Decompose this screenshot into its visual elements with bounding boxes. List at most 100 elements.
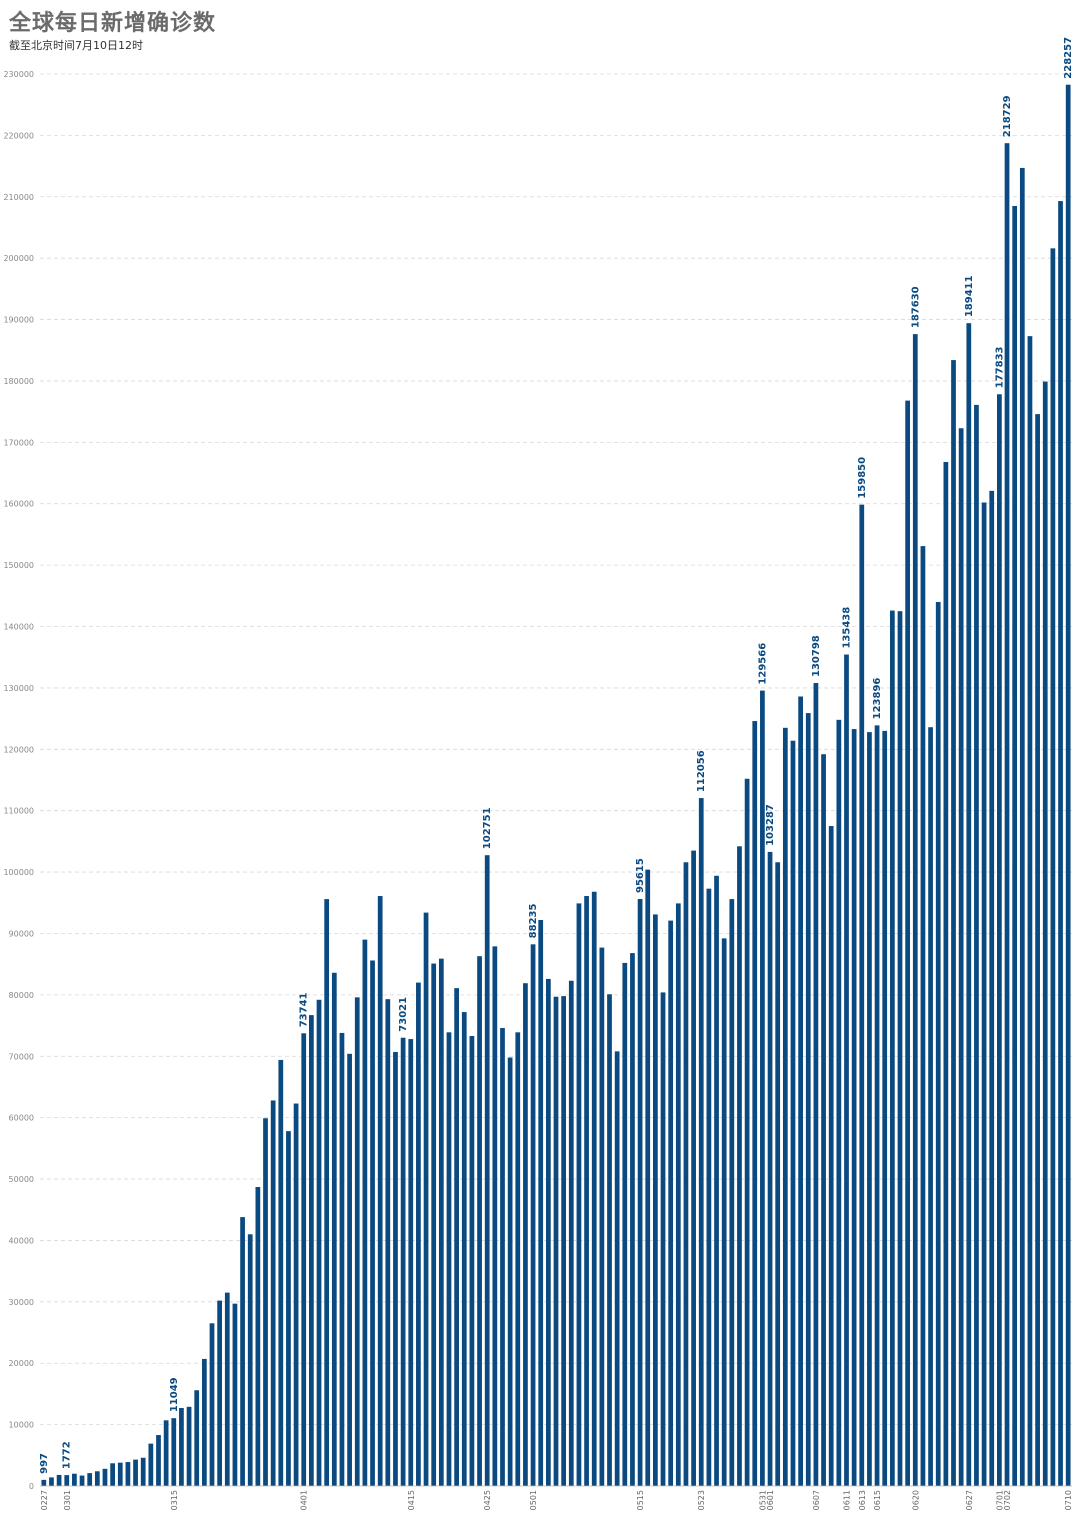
bar (538, 919, 544, 1486)
y-tick-label: 210000 (3, 193, 34, 202)
bar (760, 690, 765, 1486)
data-label: 112056 (696, 750, 707, 792)
bar (331, 972, 337, 1486)
bar (72, 1473, 77, 1486)
bar (974, 404, 979, 1486)
bar (1004, 143, 1010, 1487)
bar (859, 504, 865, 1486)
bar (782, 727, 788, 1486)
bar (767, 851, 773, 1486)
x-axis-ticks: 0227 0301 0315 0401 0415 0425 0501 0515 0523 0531… (40, 1490, 1073, 1510)
bar (752, 721, 758, 1486)
bar (286, 1131, 291, 1486)
y-tick-label: 120000 (3, 745, 34, 754)
y-tick-label: 110000 (3, 807, 34, 816)
bar (1019, 167, 1025, 1486)
bar (905, 400, 911, 1486)
x-tick-label: 0620 (911, 1490, 920, 1510)
x-tick-label: 0315 (170, 1490, 179, 1510)
bar (591, 891, 597, 1486)
x-tick-label: 0701 (995, 1490, 1004, 1510)
bar (301, 1033, 307, 1486)
bar (851, 729, 857, 1486)
bar (461, 1012, 467, 1486)
bar (553, 996, 559, 1486)
bar (958, 428, 964, 1487)
bar (49, 1477, 54, 1486)
bar (1050, 248, 1056, 1486)
bar (354, 997, 360, 1486)
bar (630, 953, 635, 1486)
bar (484, 855, 490, 1486)
bar (561, 996, 567, 1486)
y-tick-label: 130000 (3, 684, 34, 693)
x-tick-label: 0710 (1064, 1490, 1073, 1510)
bar (1042, 381, 1048, 1486)
x-tick-label: 0415 (407, 1490, 416, 1510)
bar (737, 846, 742, 1486)
bar (920, 546, 926, 1486)
bar (370, 960, 375, 1486)
data-label: 189411 (964, 275, 975, 317)
bar (599, 947, 605, 1486)
data-label: 187630 (910, 286, 921, 328)
bar (217, 1300, 223, 1486)
data-label: 1772 (62, 1441, 73, 1469)
bar (263, 1118, 268, 1486)
y-tick-label: 10000 (9, 1421, 34, 1430)
bar (790, 740, 796, 1486)
bar (1012, 205, 1018, 1486)
x-tick-label: 0425 (483, 1490, 492, 1510)
bar (362, 939, 368, 1486)
y-tick-label: 160000 (3, 500, 34, 509)
bar (400, 1037, 406, 1486)
chart-subtitle: 截至北京时间7月10日12时 (9, 39, 143, 52)
y-tick-label: 30000 (9, 1298, 34, 1307)
x-tick-label: 0613 (858, 1490, 867, 1510)
gridlines (40, 73, 1072, 1426)
bar (1065, 84, 1071, 1487)
data-label: 997 (39, 1453, 50, 1474)
bar (148, 1443, 154, 1486)
bar (133, 1459, 138, 1486)
bar (171, 1418, 177, 1486)
bar (186, 1406, 192, 1486)
data-label: 102751 (482, 807, 493, 849)
bar (446, 1032, 452, 1486)
bar (339, 1032, 345, 1486)
bar (798, 696, 803, 1486)
bar (867, 732, 872, 1486)
bar (1035, 414, 1040, 1487)
data-label: 129566 (757, 643, 768, 685)
bar (981, 502, 987, 1486)
bar (882, 730, 888, 1486)
data-label: 73741 (299, 992, 310, 1027)
y-tick-label: 70000 (9, 1052, 34, 1061)
y-tick-label: 40000 (9, 1236, 34, 1245)
bar (377, 896, 383, 1486)
bar (997, 394, 1002, 1486)
x-tick-label: 0227 (40, 1490, 49, 1510)
bar (156, 1435, 161, 1486)
bar (140, 1457, 146, 1486)
x-tick-label: 0627 (965, 1490, 974, 1510)
bar (943, 461, 949, 1486)
bar (324, 899, 330, 1486)
x-tick-label: 0523 (697, 1490, 706, 1510)
bar (117, 1462, 123, 1486)
x-tick-label: 0702 (1003, 1490, 1012, 1510)
bar (201, 1358, 207, 1486)
bar (637, 899, 643, 1486)
bar (545, 978, 551, 1486)
bar (836, 719, 842, 1486)
bar (660, 992, 666, 1486)
bar (691, 850, 696, 1486)
bars (41, 84, 1071, 1487)
x-tick-label: 0531 (758, 1490, 767, 1510)
bar (622, 962, 628, 1486)
bar (179, 1408, 184, 1486)
data-label: 73021 (398, 997, 409, 1032)
bar (698, 798, 704, 1486)
bar (584, 896, 589, 1486)
